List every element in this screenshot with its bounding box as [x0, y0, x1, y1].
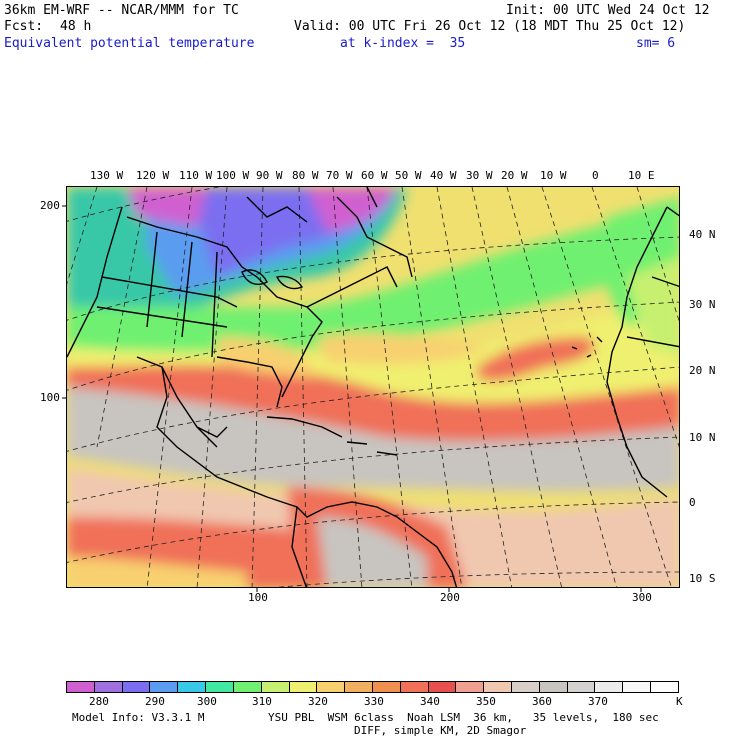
lon-label: 110 W — [179, 169, 213, 182]
colorbar-swatch — [206, 682, 234, 692]
colorbar-swatch — [317, 682, 346, 692]
colorbar-swatch — [233, 682, 262, 692]
smoothing-info: sm= 6 — [636, 36, 676, 51]
lat-label: 40 N — [689, 228, 716, 241]
colorbar-label: 350 — [476, 695, 496, 708]
colorbar-swatch — [567, 682, 596, 692]
colorbar-swatch — [484, 682, 512, 692]
level-info: at k-index = 35 — [340, 36, 466, 51]
graticule — [67, 187, 679, 587]
model-title: 36km EM-WRF -- NCAR/MMM for TC — [4, 3, 239, 18]
lat-label: 20 N — [689, 364, 716, 377]
grid-x-label: 300 — [632, 591, 652, 604]
grid-y-label: 100 — [40, 391, 60, 404]
colorbar-label: 360 — [532, 695, 552, 708]
colorbar-swatch — [400, 682, 429, 692]
colorbar-label: 300 — [197, 695, 217, 708]
model-info: Model Info: V3.3.1 M — [72, 711, 205, 724]
colorbar-swatch — [345, 682, 373, 692]
colorbar-swatch — [595, 682, 624, 692]
lat-label: 10 N — [689, 431, 716, 444]
colorbar-swatch — [289, 682, 318, 692]
colorbar-swatch — [623, 682, 652, 692]
forecast-hour: 48 h — [60, 19, 92, 34]
coastlines — [67, 187, 679, 587]
field-name: Equivalent potential temperature — [4, 36, 255, 51]
colorbar-swatch — [539, 682, 568, 692]
lon-label: 0 — [592, 169, 599, 182]
lon-label: 130 W — [90, 169, 124, 182]
colorbar-unit: K — [676, 695, 683, 708]
colorbar-swatch — [94, 682, 123, 692]
colorbar-swatch — [150, 682, 179, 692]
lon-label: 120 W — [136, 169, 170, 182]
colorbar-swatch — [512, 682, 540, 692]
colorbar-swatch — [178, 682, 207, 692]
lon-label: 90 W — [256, 169, 283, 182]
lon-label: 100 W — [216, 169, 250, 182]
colorbar-label: 320 — [308, 695, 328, 708]
colorbar-swatch — [67, 682, 95, 692]
colorbar-label: 290 — [145, 695, 165, 708]
colorbar — [66, 681, 679, 693]
colorbar-swatch — [122, 682, 151, 692]
map-canvas — [67, 187, 679, 587]
grid-x-label: 200 — [440, 591, 460, 604]
lon-label: 10 W — [540, 169, 567, 182]
init-time: Init: 00 UTC Wed 24 Oct 12 — [506, 3, 710, 18]
lon-label: 20 W — [501, 169, 528, 182]
colorbar-label: 370 — [588, 695, 608, 708]
colorbar-label: 280 — [89, 695, 109, 708]
grid-x-label: 100 — [248, 591, 268, 604]
colorbar-swatch — [428, 682, 457, 692]
colorbar-swatch — [261, 682, 290, 692]
colorbar-swatch — [651, 682, 678, 692]
lon-label: 70 W — [326, 169, 353, 182]
lat-label: 10 S — [689, 572, 716, 585]
lon-label: 30 W — [466, 169, 493, 182]
lon-label: 60 W — [361, 169, 388, 182]
valid-time: Valid: 00 UTC Fri 26 Oct 12 (18 MDT Thu … — [294, 19, 686, 34]
lon-label: 50 W — [395, 169, 422, 182]
forecast-label: Fcst: — [4, 19, 44, 34]
physics-line-2: DIFF, simple KM, 2D Smagor — [354, 724, 527, 737]
theta-e-map — [66, 186, 680, 588]
lon-label: 40 W — [430, 169, 457, 182]
lon-label: 80 W — [292, 169, 319, 182]
colorbar-label: 340 — [420, 695, 440, 708]
colorbar-swatch — [456, 682, 485, 692]
colorbar-swatch — [372, 682, 401, 692]
physics-line-1: YSU PBL WSM 6class Noah LSM 36 km, 35 le… — [268, 711, 659, 724]
lat-label: 0 — [689, 496, 696, 509]
lon-label: 10 E — [628, 169, 655, 182]
lat-label: 30 N — [689, 298, 716, 311]
theta-e-field — [67, 187, 679, 587]
colorbar-label: 310 — [252, 695, 272, 708]
grid-y-label: 200 — [40, 199, 60, 212]
colorbar-label: 330 — [364, 695, 384, 708]
